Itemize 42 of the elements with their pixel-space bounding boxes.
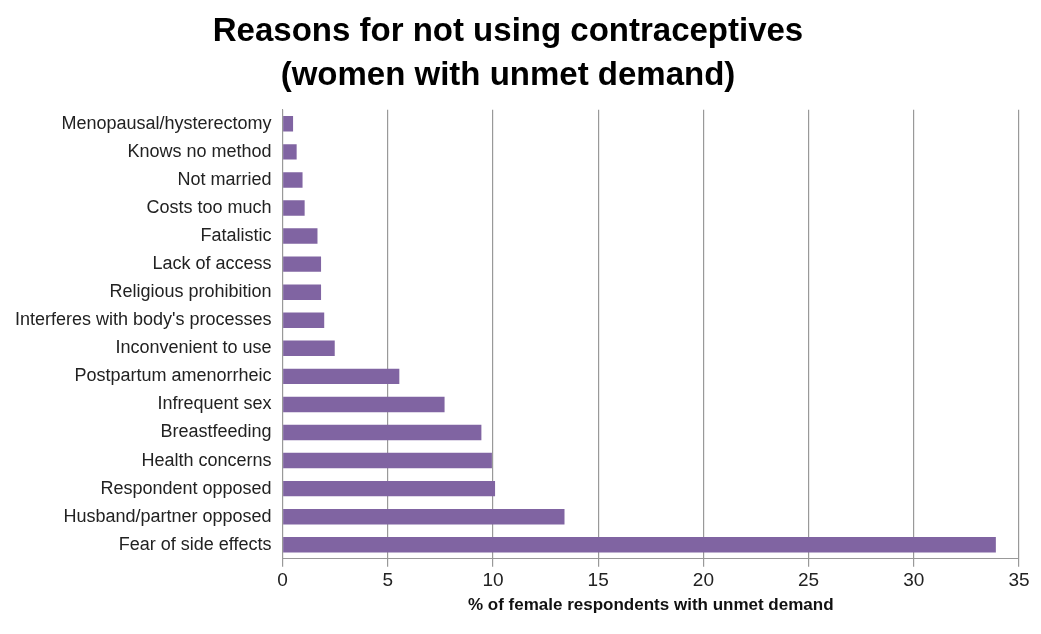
y-tick-label: Respondent opposed xyxy=(100,477,272,498)
x-tick-label: 20 xyxy=(692,569,714,591)
y-tick-label: Lack of access xyxy=(152,253,272,274)
bar xyxy=(283,284,322,300)
bar xyxy=(283,312,325,328)
y-tick-label: Fear of side effects xyxy=(118,533,272,554)
y-tick-label: Inconvenient to use xyxy=(115,337,272,358)
x-tick-label: 35 xyxy=(1008,569,1030,591)
y-tick-label: Husband/partner opposed xyxy=(63,505,272,526)
y-tick-label: Interferes with body's processes xyxy=(14,309,272,330)
chart-title: Reasons for not using contraceptives (women with unmet demand) xyxy=(211,10,805,94)
bar xyxy=(283,424,482,441)
bar xyxy=(283,452,492,469)
y-tick-label: Menopausal/hysterectomy xyxy=(61,112,272,133)
y-tick-label: Costs too much xyxy=(146,196,272,217)
bar xyxy=(283,537,996,553)
bar xyxy=(283,340,335,357)
x-axis-title: % of female respondents with unmet demand xyxy=(468,595,834,615)
y-tick-label: Knows no method xyxy=(127,140,272,161)
x-tick-label: 25 xyxy=(798,569,820,591)
x-tick-label: 5 xyxy=(382,569,394,591)
y-tick-label: Postpartum amenorrheic xyxy=(74,365,272,386)
y-tick-label: Breastfeeding xyxy=(160,421,272,442)
bar xyxy=(283,144,297,160)
bar xyxy=(283,116,294,132)
y-tick-label: Fatalistic xyxy=(200,225,272,246)
x-tick-label: 10 xyxy=(482,569,504,591)
bar xyxy=(283,228,318,244)
bar xyxy=(283,200,305,216)
y-tick-label: Not married xyxy=(177,168,272,189)
x-tick-label: 15 xyxy=(587,569,609,591)
y-tick-label: Infrequent sex xyxy=(157,393,272,414)
y-tick-label: Health concerns xyxy=(141,449,272,470)
x-tick-label: 0 xyxy=(277,569,288,591)
bar xyxy=(283,480,496,497)
bar xyxy=(283,368,400,385)
bar xyxy=(283,508,565,525)
bar xyxy=(283,172,303,188)
bar xyxy=(283,256,322,272)
x-tick-label: 30 xyxy=(903,569,925,591)
bar xyxy=(283,396,445,413)
y-tick-label: Religious prohibition xyxy=(109,281,272,302)
